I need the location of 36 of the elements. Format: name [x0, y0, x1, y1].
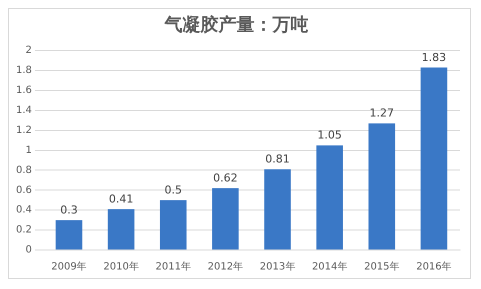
bar	[316, 145, 343, 250]
y-tick-label: 0.2	[16, 224, 32, 236]
x-tick-label: 2015年	[364, 260, 400, 273]
y-tick-label: 1.8	[16, 65, 32, 76]
data-label: 0.3	[60, 203, 78, 216]
x-tick-label: 2010年	[103, 260, 139, 273]
y-tick-label: 1	[26, 144, 32, 156]
x-tick-label: 2016年	[416, 260, 452, 273]
data-label: 0.81	[265, 152, 290, 166]
data-label: 0.62	[213, 172, 238, 185]
data-label: 1.27	[370, 106, 394, 120]
bar	[212, 188, 239, 250]
y-tick-label: 0.6	[16, 184, 32, 196]
y-tick-label: 0.4	[16, 204, 32, 216]
x-tick-label: 2014年	[312, 260, 348, 273]
x-tick-label: 2009年	[51, 260, 87, 273]
y-tick-label: 0.8	[16, 164, 32, 176]
data-label: 0.5	[164, 184, 182, 197]
y-tick-label: 1.4	[16, 105, 32, 116]
y-tick-label: 1.6	[16, 85, 32, 96]
y-tick-label: 1.2	[16, 124, 32, 136]
data-label: 1.83	[422, 50, 446, 64]
bar	[108, 209, 134, 250]
data-label: 0.41	[108, 192, 134, 206]
bar	[160, 200, 187, 250]
y-tick-label: 0	[26, 244, 32, 256]
y-tick-label: 2	[26, 45, 32, 56]
chart-title: 气凝胶产量：万吨	[164, 14, 308, 36]
data-label: 1.05	[317, 128, 342, 142]
bar	[56, 220, 82, 250]
bar	[420, 68, 448, 250]
bar	[368, 123, 396, 250]
x-tick-label: 2013年	[260, 260, 296, 273]
bar	[264, 169, 291, 250]
x-tick-label: 2012年	[208, 260, 244, 273]
x-tick-label: 2011年	[156, 260, 191, 273]
